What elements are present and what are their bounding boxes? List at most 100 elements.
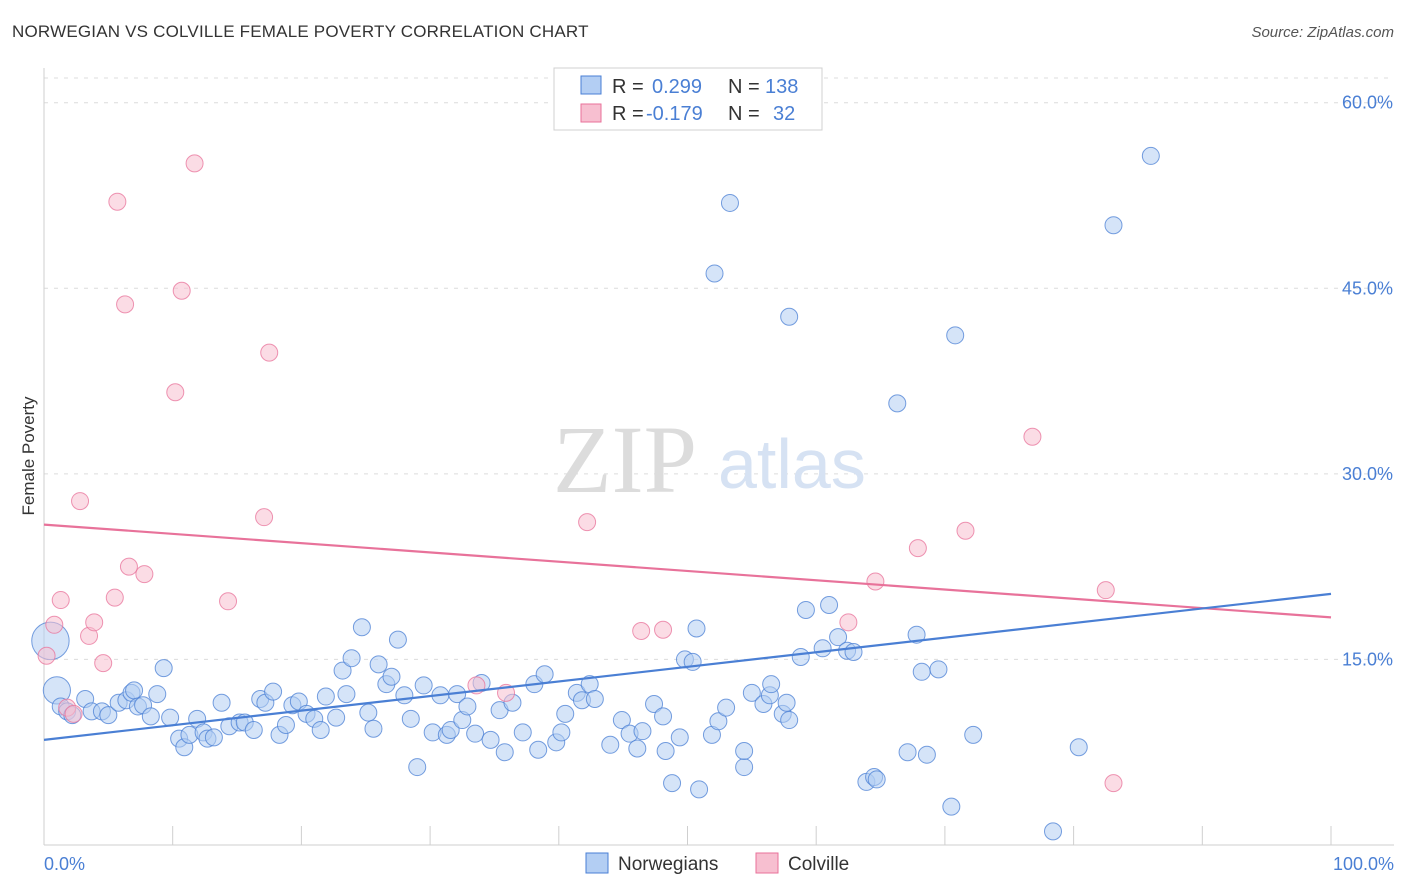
norwegians-point [813,639,832,658]
legend-n-label-1: N = [728,76,760,98]
norwegians-point [414,676,433,695]
colville-point [1104,774,1123,793]
norwegians-point [777,693,796,712]
series-norwegians-points [31,146,1160,841]
norwegians-point [513,723,532,742]
norwegians-point [264,682,283,701]
norwegians-point [612,711,631,730]
norwegians-point [364,719,383,738]
watermark-zip: ZIP [553,406,697,513]
norwegians-point [601,735,620,754]
colville-point [632,621,651,640]
legend-n-label-2: N = [728,103,760,125]
colville-point [839,613,858,632]
legend-colville-label: Colville [788,854,849,875]
norwegians-point [656,741,675,760]
norwegians-point [1044,822,1063,841]
legend-swatch-pink [580,103,602,123]
series-colville-points [37,154,1123,793]
norwegians-point [212,693,231,712]
norwegians-point [529,740,548,759]
norwegians-point [917,745,936,764]
colville-point [135,565,154,584]
correlation-legend: R = 0.299 N = 138 R = -0.179 N = 32 [553,67,823,131]
legend-r-value-2: -0.179 [646,103,703,125]
colville-point [578,513,597,532]
colville-point [1096,581,1115,600]
norwegians-point [687,619,706,638]
norwegians-point [690,780,709,799]
legend-n-value-1: 138 [765,76,798,98]
colville-point [94,654,113,673]
colville-point [166,383,185,402]
norwegians-point [204,728,223,747]
legend-swatch-blue [580,75,602,95]
norwegians-point [633,722,652,741]
legend-r-label-2: R = [612,103,644,125]
source-label: Source: ZipAtlas.com [1251,24,1394,41]
colville-point [255,508,274,527]
colville-point [260,343,279,362]
norwegians-point [1104,216,1123,235]
watermark-atlas: atlas [718,425,866,503]
y-tick-label: 15.0% [1342,649,1393,669]
norwegians-point [942,797,961,816]
norwegians-point [148,685,167,704]
norwegians-point [1069,738,1088,757]
x-tick-labels: 0.0% 100.0% [44,854,1394,874]
legend-norwegians-swatch [585,852,609,874]
norwegians-point [720,193,739,212]
norwegians-point [585,690,604,709]
norwegians-point [141,707,160,726]
norwegians-point [780,307,799,326]
series-legend: Norwegians Colville [585,852,849,875]
norwegians-point [481,730,500,749]
legend-r-value-1: 0.299 [652,76,702,98]
x-tick-label-min: 0.0% [44,854,85,874]
watermark: ZIP atlas [553,406,866,513]
colville-point [185,154,204,173]
trendlines [43,523,1332,741]
colville-point [908,539,927,558]
norwegians-point [735,741,754,760]
norwegians-point [663,774,682,793]
legend-norwegians-label: Norwegians [618,854,718,875]
norwegians-point [628,739,647,758]
norwegians-point [867,770,886,789]
norwegians-point [742,683,761,702]
y-tick-label: 45.0% [1342,278,1393,298]
legend-r-label-1: R = [612,76,644,98]
y-tick-labels: 15.0% 30.0% 45.0% 60.0% [1342,93,1393,670]
colville-point [172,281,191,300]
x-ticks [43,826,1332,845]
norwegians-point [535,665,554,684]
colville-point [108,192,127,211]
colville-point [45,615,64,634]
colville-point [85,613,104,632]
norwegians-point [395,686,414,705]
norwegians-point [705,264,724,283]
norwegians-point [654,707,673,726]
norwegians-point [311,720,330,739]
y-axis-label: Female Poverty [19,396,38,516]
norwegians-point [907,625,926,644]
norwegians-point [388,630,407,649]
norwegians-point [670,728,689,747]
colville-point [866,572,885,591]
colville-point [119,557,138,576]
colville-point [1023,427,1042,446]
norwegians-point [382,667,401,686]
axes [43,68,1394,846]
colville-point [116,295,135,314]
norwegians-point [791,647,810,666]
norwegians-point [161,708,180,727]
norwegians-point [898,743,917,762]
colville-trendline [43,523,1332,619]
norwegians-point [929,660,948,679]
colville-point [64,704,83,723]
norwegians-point [408,758,427,777]
norwegians-point [458,697,477,716]
norwegians-point [495,743,514,762]
norwegians-point [359,703,378,722]
norwegians-point [154,659,173,678]
